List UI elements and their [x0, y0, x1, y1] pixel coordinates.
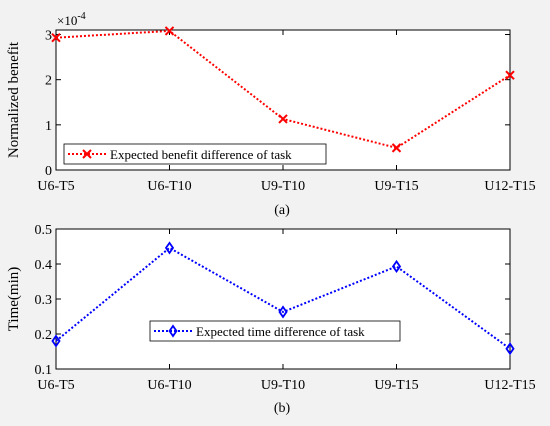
chart-a-y-tick-label: 1 [45, 119, 52, 134]
chart-b-y-tick-label: 0.4 [35, 258, 53, 273]
chart-a-point-stroke [278, 114, 288, 124]
chart-a-point-stroke [505, 70, 515, 80]
chart-a-legend-marker [82, 149, 92, 159]
chart-b-plot-area [55, 228, 511, 370]
chart-a-x-tick-label: U9-T15 [374, 179, 418, 194]
chart-a-x-tick-label: U12-T15 [484, 179, 535, 194]
chart-a-point-stroke [391, 143, 402, 153]
chart-b-point [164, 241, 175, 255]
chart-a-caption: (a) [274, 203, 290, 218]
chart-b-ticks: 0.1 0.2 0.3 0.4 0.5 U6-T5 U6-T10 U9-T10 U9-T15 U1… [35, 223, 536, 393]
chart-a-point [391, 143, 402, 153]
chart-b-series [51, 241, 515, 356]
chart-b-x-tick-label: U12-T15 [484, 378, 535, 393]
chart-a-point-stroke [51, 32, 61, 43]
chart-b-point [51, 334, 61, 348]
chart-b-point [278, 305, 288, 319]
chart-a-point [278, 114, 288, 124]
chart-a-y-tick-label: 0 [45, 164, 52, 179]
chart-a-x-tick-label: U9-T10 [261, 179, 305, 194]
chart-b-series-line [55, 246, 511, 350]
chart-a-x-tick-label: U6-T10 [147, 179, 191, 194]
chart-a-point [164, 26, 175, 36]
chart-a-exponent-base: ×10 [57, 13, 77, 28]
chart-b-x-tick-label: U9-T15 [374, 378, 418, 393]
chart-b: (b) Time(min) 0.1 0.2 0.3 0.4 0.5 U6-T5 U6-T10… [6, 223, 536, 416]
chart-b-x-tick-label: U9-T10 [261, 378, 305, 393]
chart-a-legend-label: Expected benefit difference of task [110, 147, 292, 162]
chart-a-legend: Expected benefit difference of task [63, 143, 327, 165]
chart-b-legend-marker-shape [168, 324, 178, 338]
chart-a-exponent: ×10-4 [57, 11, 86, 28]
chart-b-y-tick-label: 0.3 [35, 293, 53, 308]
chart-b-y-axis-label: Time(min) [6, 267, 22, 331]
chart-b-legend: Expected time difference of task [149, 320, 401, 342]
chart-a: (a) Normalized benefit ×10-4 0 1 2 3 U6-T5 U6… [6, 11, 536, 218]
chart-a-legend-box [63, 143, 327, 165]
chart-b-point [505, 342, 515, 356]
chart-b-y-tick-label: 0.1 [35, 363, 53, 378]
chart-a-y-axis-label: Normalized benefit [6, 41, 22, 158]
chart-a-y-tick-label: 2 [45, 74, 52, 89]
chart-b-legend-label: Expected time difference of task [196, 324, 365, 339]
chart-a-point-stroke [164, 26, 175, 36]
chart-a-point [505, 70, 515, 80]
chart-b-point [391, 259, 402, 274]
chart-b-y-tick-label: 0.5 [35, 223, 53, 238]
chart-a-exponent-power: -4 [77, 11, 85, 22]
chart-a-legend-marker-shape [82, 149, 92, 159]
chart-a-ticks: 0 1 2 3 U6-T5 U6-T10 U9-T10 U9-T15 U12-T15 [37, 29, 535, 194]
chart-a-series [51, 26, 515, 153]
chart-b-y-tick-label: 0.2 [35, 328, 53, 343]
chart-a-legend-marker-shape-stroke [82, 149, 92, 159]
chart-b-x-tick-label: U6-T10 [147, 378, 191, 393]
chart-a-x-tick-label: U6-T5 [37, 179, 74, 194]
chart-b-legend-box [149, 320, 401, 342]
chart-a-y-tick-label: 3 [45, 29, 52, 44]
chart-a-point [51, 32, 61, 43]
chart-b-caption: (b) [274, 401, 291, 416]
chart-b-legend-marker [168, 324, 178, 338]
chart-b-x-tick-label: U6-T5 [37, 378, 74, 393]
